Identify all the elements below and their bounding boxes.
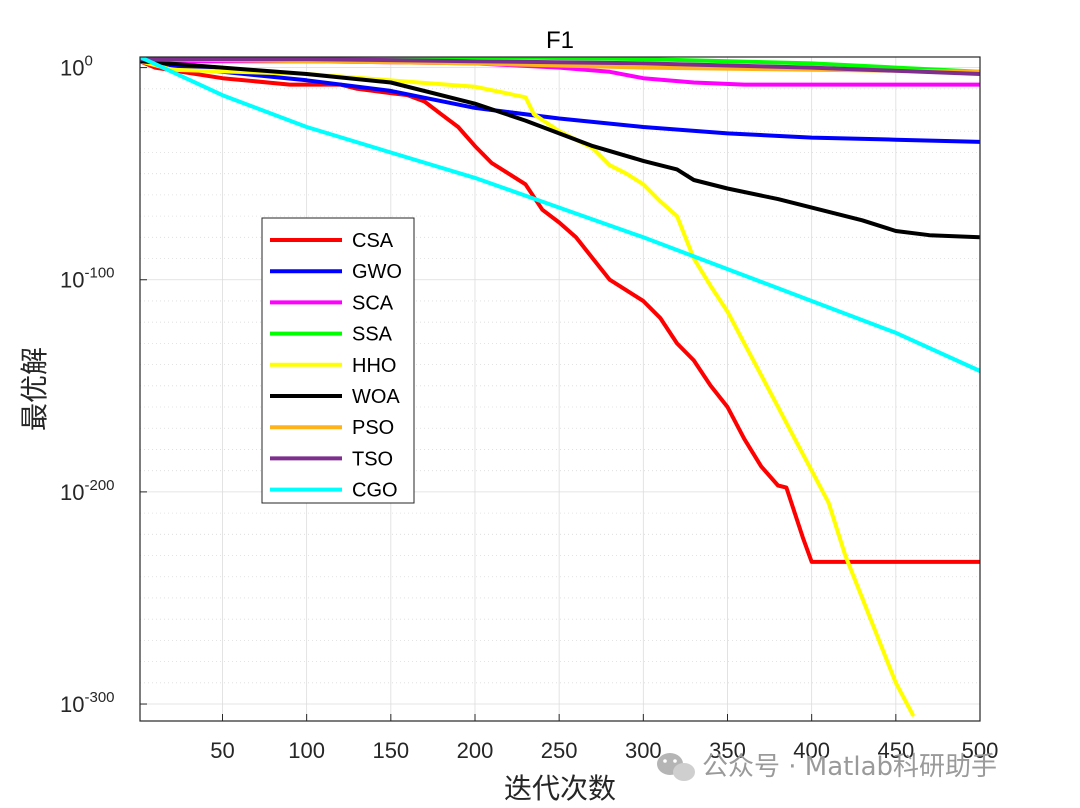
watermark-text: 公众号 · Matlab科研助手	[702, 752, 997, 782]
x-tick-label: 300	[625, 738, 662, 763]
x-tick-label: 400	[793, 738, 830, 763]
legend-label-sca: SCA	[352, 292, 394, 314]
x-axis-label: 迭代次数	[504, 772, 616, 805]
series-line-tso	[140, 57, 980, 76]
y-axis: 100 10-100 10-200 10-300	[60, 53, 147, 717]
series-layer	[140, 57, 980, 717]
y-tick-label: 10-200	[60, 477, 115, 505]
x-tick-label: 150	[372, 738, 409, 763]
chart-title: F1	[546, 27, 574, 54]
legend-label-csa: CSA	[352, 230, 394, 252]
x-tick-label: 500	[962, 738, 999, 763]
legend-label-gwo: GWO	[352, 261, 402, 283]
x-tick-label: 250	[541, 738, 578, 763]
x-tick-label: 350	[709, 738, 746, 763]
y-tick-label: 100	[60, 53, 93, 81]
series-line-csa	[140, 59, 980, 564]
plot-border	[139, 56, 981, 722]
y-axis-label: 最优解	[18, 347, 51, 431]
legend-box	[261, 217, 415, 504]
watermark: 公众号 · Matlab科研助手	[657, 752, 997, 782]
legend: CSA GWO SCA SSA HHO WOA PSO TSO CGO	[261, 217, 415, 504]
y-tick-label: 10-100	[60, 265, 115, 293]
legend-label-ssa: SSA	[352, 324, 393, 346]
legend-label-pso: PSO	[352, 417, 394, 439]
x-tick-label: 50	[210, 738, 234, 763]
series-line-gwo	[140, 59, 980, 144]
x-tick-label: 450	[877, 738, 914, 763]
x-axis: 50 100 150 200 250 300 350 400 450 500	[210, 714, 998, 763]
wechat-icon	[657, 753, 695, 781]
y-tick-label: 10-300	[60, 689, 115, 717]
series-line-ssa	[140, 57, 980, 74]
legend-label-hho: HHO	[352, 355, 396, 377]
legend-label-tso: TSO	[352, 448, 393, 470]
x-tick-label: 200	[457, 738, 494, 763]
series-line-cgo	[140, 57, 980, 373]
legend-label-woa: WOA	[352, 386, 400, 408]
legend-label-cgo: CGO	[352, 480, 398, 502]
series-line-woa	[140, 59, 980, 240]
x-tick-label: 100	[288, 738, 325, 763]
